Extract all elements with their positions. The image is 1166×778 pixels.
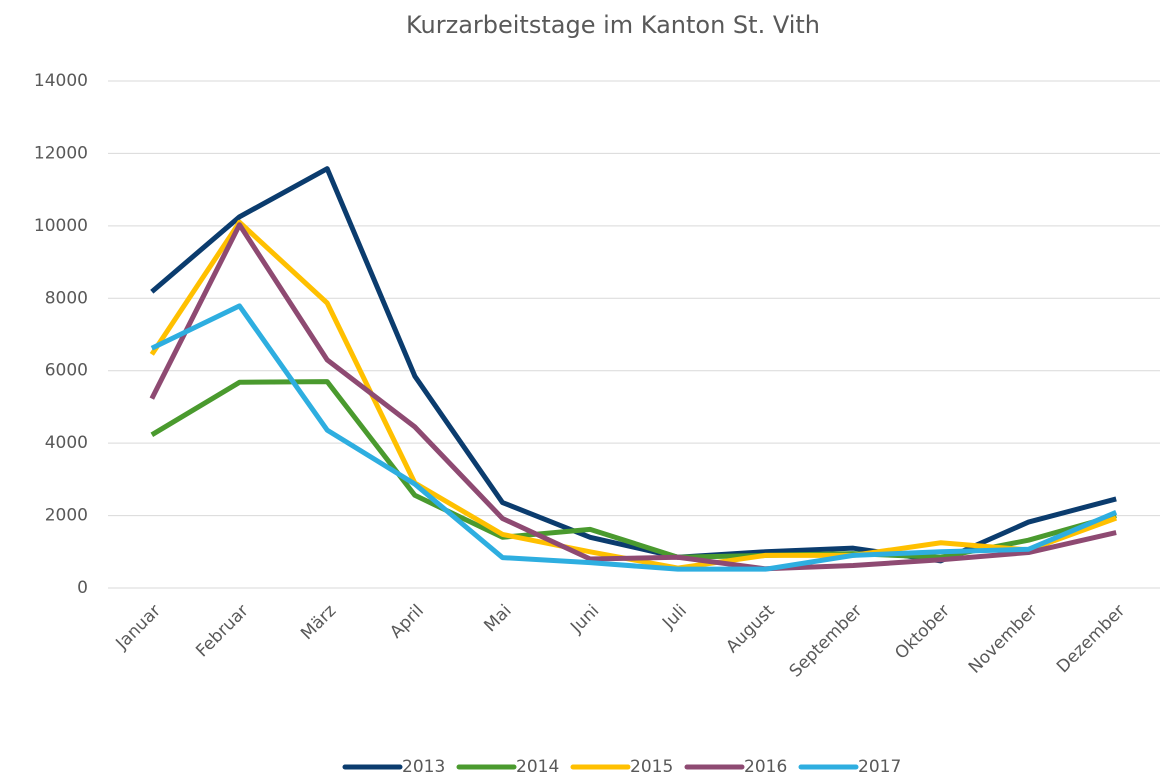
y-tick-label: 10000 bbox=[34, 216, 88, 236]
x-tick-label: August bbox=[722, 601, 778, 657]
y-tick-label: 0 bbox=[77, 578, 88, 598]
legend-label: 2016 bbox=[744, 757, 787, 777]
x-tick-label: September bbox=[786, 601, 867, 682]
x-tick-label: April bbox=[386, 601, 428, 643]
x-tick-label: März bbox=[297, 601, 340, 644]
x-tick-label: Januar bbox=[112, 601, 165, 654]
series-line bbox=[149, 219, 1118, 571]
x-tick-label: Dezember bbox=[1053, 601, 1129, 677]
series-line bbox=[150, 166, 1117, 564]
series-line bbox=[150, 303, 1118, 572]
y-tick-label: 6000 bbox=[45, 361, 88, 381]
legend-label: 2014 bbox=[516, 757, 559, 777]
legend-label: 2013 bbox=[402, 757, 445, 777]
series-line bbox=[149, 222, 1117, 572]
legend-label: 2015 bbox=[630, 757, 673, 777]
chart-title: Kurzarbeitstage im Kanton St. Vith bbox=[406, 11, 820, 39]
y-tick-label: 4000 bbox=[45, 433, 88, 453]
legend-label: 2017 bbox=[858, 757, 901, 777]
y-tick-label: 12000 bbox=[34, 143, 88, 163]
series-line bbox=[150, 379, 1117, 560]
x-tick-label: Februar bbox=[192, 601, 252, 661]
x-tick-label: Mai bbox=[480, 601, 515, 636]
x-tick-label: Juni bbox=[566, 601, 603, 638]
x-tick-label: Oktober bbox=[891, 601, 954, 664]
x-tick-label: Juli bbox=[658, 601, 691, 634]
y-tick-label: 2000 bbox=[45, 506, 88, 526]
y-tick-label: 8000 bbox=[45, 288, 88, 308]
y-tick-label: 14000 bbox=[34, 71, 88, 91]
x-tick-label: November bbox=[965, 601, 1042, 678]
